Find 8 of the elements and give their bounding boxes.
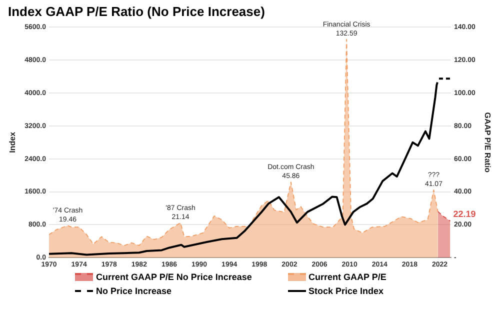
y2-axis-title: GAAP P/E Ratio [482,112,492,173]
chart-title: Index GAAP P/E Ratio (No Price Increase) [7,3,266,20]
legend-label: Stock Price Index [308,286,384,296]
legend-label: Current GAAP P/E No Price Increase [96,272,252,282]
legend-label: Current GAAP P/E [308,272,386,282]
data-label: 22.19 [453,209,476,220]
y-axis-title: Index [8,131,18,153]
legend-label: No Price Increase [96,286,172,296]
